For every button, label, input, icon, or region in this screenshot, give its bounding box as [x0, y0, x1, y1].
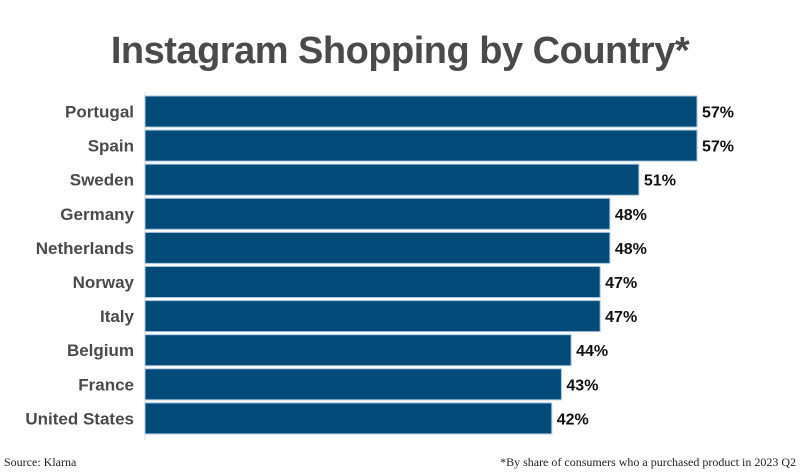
category-label: United States: [25, 409, 134, 428]
bar-norway: [144, 266, 601, 298]
category-label: Belgium: [67, 341, 134, 360]
category-label: Norway: [73, 273, 135, 292]
source-note: Source: Klarna: [4, 455, 77, 469]
bar-france: [144, 368, 562, 401]
value-label: 57%: [702, 105, 734, 122]
value-label: 48%: [615, 207, 647, 224]
category-label: Sweden: [70, 171, 134, 190]
value-label: 43%: [566, 377, 598, 394]
bar-netherlands: [144, 231, 611, 264]
category-label: Italy: [100, 307, 135, 326]
value-label: 51%: [644, 173, 676, 190]
value-label: 57%: [702, 139, 734, 156]
category-label: France: [78, 375, 134, 394]
footnote: *By share of consumers who a purchased p…: [500, 455, 796, 469]
bar-germany: [144, 197, 611, 230]
value-label: 42%: [557, 411, 589, 428]
value-label: 47%: [605, 309, 637, 326]
bar-spain: [144, 129, 698, 162]
category-label: Germany: [60, 205, 134, 224]
category-label: Spain: [88, 137, 134, 156]
category-label: Netherlands: [36, 239, 134, 258]
value-label: 47%: [605, 275, 637, 292]
bar-belgium: [144, 334, 572, 367]
bar-united-states: [144, 402, 553, 435]
chart-title: Instagram Shopping by Country*: [110, 30, 690, 72]
bar-italy: [144, 300, 601, 333]
bar-portugal: [144, 95, 698, 128]
category-label: Portugal: [65, 103, 134, 122]
bar-sweden: [144, 163, 640, 196]
value-label: 48%: [615, 241, 647, 258]
value-label: 44%: [576, 343, 608, 360]
